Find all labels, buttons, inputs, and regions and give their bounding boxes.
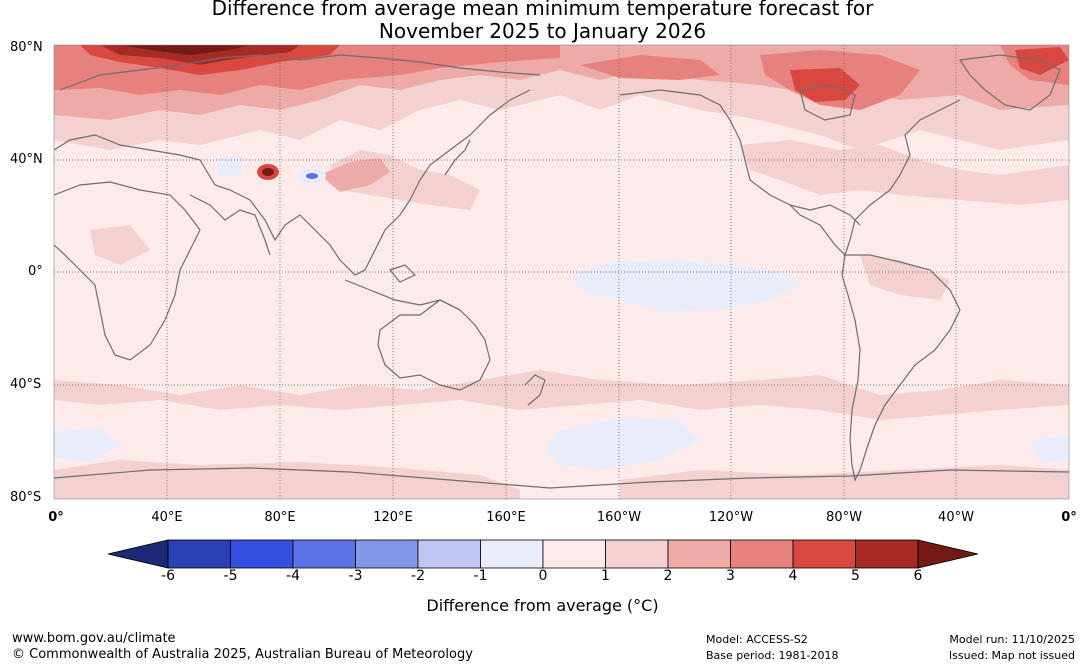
anomaly-caspian-cool <box>215 155 245 178</box>
colorbar-cell <box>167 539 231 569</box>
lon-label-120w: 120°W <box>708 510 754 525</box>
anomaly-south-atlantic-cool <box>54 428 120 462</box>
colorbar-cell <box>230 539 294 569</box>
lon-label-0-right: 0° <box>1061 510 1077 525</box>
anomaly-hudson <box>790 68 860 102</box>
lon-label-80e: 80°E <box>264 510 296 525</box>
colorbar-cell <box>292 539 356 569</box>
colorbar-tick-label: -3 <box>348 568 363 584</box>
title-line-1: Difference from average mean minimum tem… <box>211 0 874 20</box>
lat-label-80s: 80°S <box>10 490 42 505</box>
lon-label-160w: 160°W <box>596 510 642 525</box>
colorbar-cell <box>355 539 419 569</box>
colorbar-tick-label: -1 <box>473 568 488 584</box>
colorbar-tick-label: -6 <box>161 568 175 584</box>
colorbar-label: Difference from average (°C) <box>426 596 659 615</box>
graticule <box>54 45 1069 499</box>
footer-base-period: Base period: 1981-2018 <box>706 649 839 662</box>
colorbar-tick-label: 6 <box>913 568 923 584</box>
map-border <box>53 44 1070 500</box>
lat-label-80n: 80°N <box>10 40 43 55</box>
footer-issued: Issued: Map not issued <box>948 649 1075 662</box>
colorbar <box>0 535 1085 595</box>
anomaly-beaufort <box>580 55 720 80</box>
map-title: Difference from average mean minimum tem… <box>0 0 1085 43</box>
lon-label-80w: 80°W <box>826 510 862 525</box>
lon-label-0-left: 0° <box>48 510 64 525</box>
colorbar-cell <box>855 539 919 569</box>
colorbar-tick-label: 3 <box>726 568 735 584</box>
colorbar-cell <box>542 539 606 569</box>
anomaly-himalaya-core <box>262 168 274 176</box>
title-line-2: November 2025 to January 2026 <box>378 19 707 43</box>
colorbar-cell <box>417 539 481 569</box>
coastlines <box>54 54 1069 489</box>
colorbar-cell <box>730 539 794 569</box>
forecast-map: 80°N 40°N 0° 40°S 80°S 0° 40°E 80°E 120°… <box>10 40 1077 525</box>
anomaly-southern-ocean-cool <box>545 418 700 470</box>
colorbar-tick-label: -4 <box>286 568 300 584</box>
lat-label-40n: 40°N <box>10 152 43 167</box>
colorbar-tick-label: 2 <box>663 568 673 584</box>
lon-label-120e: 120°E <box>373 510 413 525</box>
lon-label-40w: 40°W <box>938 510 974 525</box>
colorbar-tick-label: 0 <box>538 568 548 584</box>
lon-label-160e: 160°E <box>486 510 526 525</box>
colorbar-tick-label: -5 <box>223 568 238 584</box>
colorbar-cell <box>792 539 856 569</box>
footer-website[interactable]: www.bom.gov.au/climate <box>12 631 176 646</box>
colorbar-tick-label: 5 <box>851 568 860 584</box>
anomaly-africa-patch <box>90 225 150 265</box>
anomaly-enso-cool <box>570 260 800 312</box>
lat-label-40s: 40°S <box>10 377 42 392</box>
anomaly-sa-patch <box>860 255 950 300</box>
anomaly-tibet-cool-core <box>306 173 318 179</box>
anomaly-antarctic-patch-2 <box>620 465 1069 499</box>
anomaly-kara-core <box>120 45 250 55</box>
lat-label-equator: 0° <box>28 264 43 279</box>
colorbar-cell <box>667 539 731 569</box>
footer-copyright: © Commonwealth of Australia 2025, Austra… <box>12 647 473 662</box>
colorbar-arrow-high <box>917 539 979 569</box>
map-svg <box>53 44 1070 500</box>
colorbar-cell <box>480 539 544 569</box>
anomaly-tibet-patch <box>320 158 390 192</box>
anomaly-sw-atlantic-cool <box>1030 435 1069 462</box>
lon-label-40e: 40°E <box>151 510 183 525</box>
anomaly-sh-band <box>54 370 1069 420</box>
colorbar-cell <box>605 539 669 569</box>
anomaly-na-patch <box>740 140 1069 205</box>
colorbar-tick-label: 1 <box>601 568 610 584</box>
colorbar-tick-label: -2 <box>411 568 425 584</box>
colorbar-svg <box>107 539 979 569</box>
footer-model-run: Model run: 11/10/2025 <box>949 633 1075 646</box>
footer-model: Model: ACCESS-S2 <box>706 633 808 646</box>
colorbar-arrow-low <box>107 539 169 569</box>
colorbar-tick-label: 4 <box>788 568 798 584</box>
colorbar-cells <box>107 539 979 569</box>
